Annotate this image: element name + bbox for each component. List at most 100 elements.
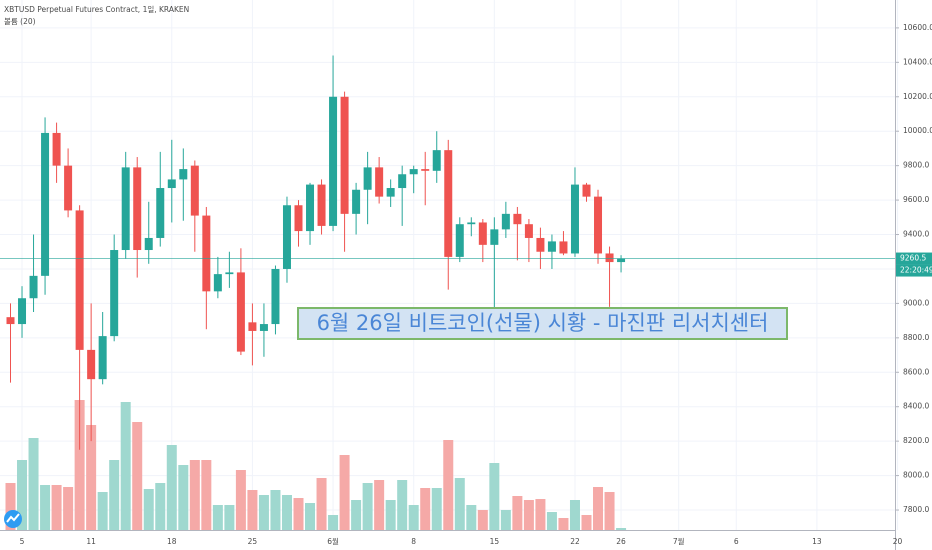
volume-bar: [385, 500, 396, 530]
volume-bar: [178, 465, 189, 530]
candle-body: [340, 96, 349, 214]
candle-body: [190, 165, 199, 216]
x-tick-label: 25: [248, 537, 258, 546]
y-tick-label: 8600.0: [903, 367, 929, 376]
axes: 7800.0 8000.0 8200.0 8400.0 8600.0 8800.0 9000…: [20, 23, 932, 546]
y-tick-label: 9000.0: [903, 298, 929, 307]
volume-bar: [305, 503, 316, 530]
candle-body: [421, 169, 430, 171]
y-tick-label: 10600.0: [903, 23, 932, 32]
volume-bar: [616, 528, 627, 530]
grid: [0, 0, 899, 530]
last-price-label: 9260.5: [900, 254, 926, 263]
volume-bar: [189, 460, 200, 530]
candle-body: [29, 275, 38, 299]
volume-bar: [63, 487, 74, 530]
candle-body: [282, 205, 291, 269]
candle-body: [409, 169, 418, 175]
candle-body: [167, 179, 176, 189]
volume-bar: [224, 505, 235, 530]
volume-bar: [316, 478, 327, 530]
candle-body: [547, 241, 556, 252]
candle-body: [271, 268, 280, 325]
candle-body: [524, 224, 533, 238]
volume-bar: [569, 500, 580, 530]
volume-bar: [281, 495, 292, 530]
volume-bar: [351, 500, 362, 530]
candle-body: [478, 222, 487, 245]
candle-body: [329, 96, 338, 226]
y-tick-label: 9600.0: [903, 195, 929, 204]
volume-bar: [408, 505, 419, 530]
x-tick-label: 18: [167, 537, 177, 546]
volume-bar: [120, 402, 131, 530]
candle-body: [133, 167, 142, 251]
volume-label: 볼륨 (20): [4, 17, 36, 26]
candle-body: [363, 167, 372, 190]
candle-body: [110, 250, 119, 337]
x-tick-label: 5: [20, 537, 25, 546]
y-tick-label: 8800.0: [903, 333, 929, 342]
volume-bar: [293, 498, 304, 530]
candle-body: [6, 317, 15, 325]
volume-bar: [17, 460, 28, 530]
x-tick-label: 8: [411, 537, 416, 546]
volume-bar: [235, 470, 246, 530]
candle-body: [582, 184, 591, 197]
candle-body: [87, 349, 96, 380]
candle-body: [213, 274, 222, 292]
volume-bar: [5, 483, 16, 530]
volume-bar: [258, 495, 269, 530]
y-tick-label: 9400.0: [903, 230, 929, 239]
candle-body: [352, 189, 361, 214]
countdown-label: 22:20:49: [900, 266, 932, 275]
volume-bar: [581, 515, 592, 530]
candle-body: [559, 241, 568, 254]
volume-bar: [558, 518, 569, 530]
plot-area: [0, 55, 895, 530]
candle-body: [202, 215, 211, 292]
candle-body: [444, 150, 453, 257]
y-tick-label: 9800.0: [903, 161, 929, 170]
x-tick-label: 7월: [673, 536, 685, 546]
volume-bar: [212, 505, 223, 530]
candle-body: [98, 336, 107, 380]
candle-body: [536, 237, 545, 252]
volume-bar: [97, 492, 108, 530]
y-tick-label: 10200.0: [903, 92, 932, 101]
candle-body: [317, 184, 326, 226]
volume-bar: [431, 488, 442, 530]
candle-body: [455, 224, 464, 257]
x-tick-label: 6월: [327, 536, 339, 546]
candle-body: [225, 272, 234, 275]
candle-body: [75, 210, 84, 350]
volume-bar: [454, 478, 465, 530]
volume-bar: [339, 455, 350, 530]
volume-bar: [132, 422, 143, 530]
candle-body: [375, 167, 384, 197]
candle-body: [306, 184, 315, 232]
volume-bar: [247, 490, 258, 530]
candle-body: [179, 169, 188, 180]
candle-body: [248, 322, 257, 331]
candle-body: [236, 272, 245, 352]
x-tick-label: 11: [86, 537, 96, 546]
volume-bar: [362, 483, 373, 530]
candle-body: [594, 196, 603, 254]
candle-body: [490, 229, 499, 245]
y-tick-label: 10000.0: [903, 126, 932, 135]
candle-body: [294, 205, 303, 232]
candle-body: [64, 165, 73, 211]
y-tick-label: 8200.0: [903, 436, 929, 445]
x-tick-label: 26: [616, 537, 626, 546]
volume-bar: [74, 400, 85, 530]
volume-bar: [328, 515, 339, 530]
volume-bar: [28, 438, 39, 530]
volume-bar: [604, 492, 615, 530]
last-price-box: [896, 252, 932, 265]
volume-bar: [512, 496, 523, 530]
candle-body: [52, 132, 61, 166]
volume-bar: [51, 485, 62, 530]
candle-body: [18, 298, 27, 325]
